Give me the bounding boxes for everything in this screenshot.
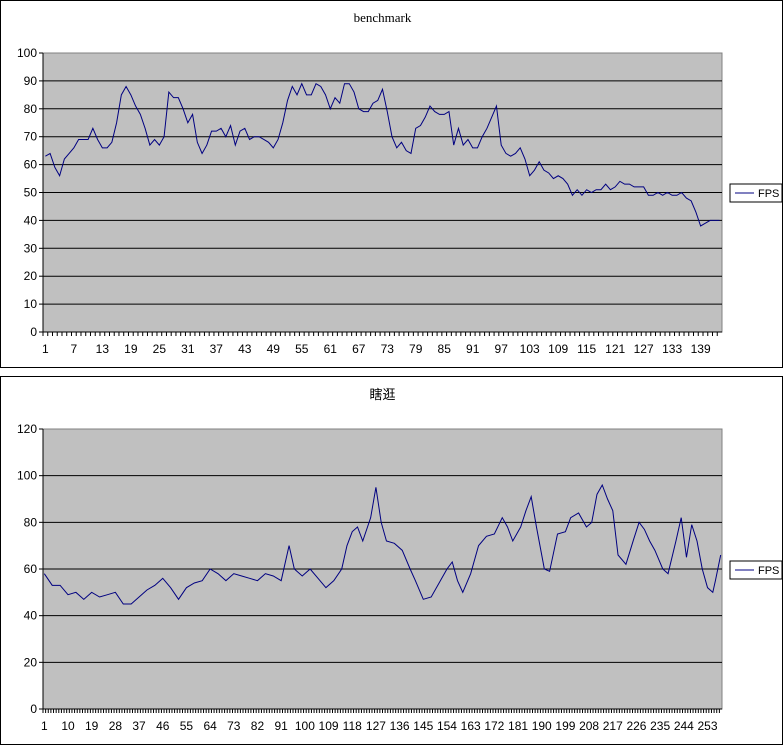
legend-box: [729, 560, 783, 580]
x-tick-label: 217: [603, 719, 623, 733]
x-tick-label: 136: [390, 719, 410, 733]
x-tick-label: 127: [634, 342, 654, 356]
x-tick-label: 46: [156, 719, 170, 733]
x-tick-label: 61: [324, 342, 338, 356]
y-tick-label: 10: [24, 297, 38, 311]
y-tick-label: 120: [17, 422, 37, 436]
x-tick-label: 127: [366, 719, 386, 733]
y-tick-label: 50: [24, 186, 38, 200]
chart-title: 瞎逛: [369, 387, 395, 402]
x-tick-label: 49: [267, 342, 281, 356]
x-tick-label: 43: [238, 342, 252, 356]
x-tick-label: 1: [42, 342, 49, 356]
benchmark-chart: benchmark 0 10 20 30 40 50 60 70 80 90 100 1 7 13 19 25 3…: [17, 10, 783, 356]
x-tick-label: 67: [352, 342, 366, 356]
y-tick-label: 80: [24, 102, 38, 116]
browse-chart: 瞎逛 0 20 40 60 80 100 120 1 10 19 28 37 46 55 64 73 82 91 10…: [17, 387, 783, 733]
y-tick-label: 100: [17, 469, 37, 483]
x-tick-label: 163: [461, 719, 481, 733]
x-tick-label: 109: [548, 342, 568, 356]
series-line-fps: [43, 483, 722, 605]
x-tick-label: 25: [153, 342, 167, 356]
x-tick-label: 154: [437, 719, 457, 733]
y-tick-label: 30: [24, 241, 38, 255]
x-tick-label: 91: [274, 719, 288, 733]
chart-title: benchmark: [354, 10, 412, 25]
x-tick-label: 7: [71, 342, 78, 356]
x-tick-label: 253: [698, 719, 718, 733]
x-tick-label: 85: [438, 342, 452, 356]
x-tick-marks: [42, 709, 720, 713]
x-tick-label: 19: [124, 342, 138, 356]
y-tick-label: 80: [24, 515, 38, 529]
x-tick-label: 109: [319, 719, 339, 733]
legend: FPS: [729, 560, 783, 580]
x-tick-label: 31: [181, 342, 195, 356]
chart-panel-browse: 瞎逛 0 20 40 60 80 100 120 1 10 19 28 37 46 55 64 73 82 91 10…: [0, 376, 783, 745]
y-tick-label: 90: [24, 74, 38, 88]
x-tick-label: 235: [650, 719, 670, 733]
series-line-fps: [45, 82, 720, 227]
x-tick-label: 55: [295, 342, 309, 356]
x-tick-marks: [42, 332, 718, 336]
x-tick-label: 97: [495, 342, 509, 356]
legend-label: FPS: [758, 565, 779, 577]
y-tick-label: 0: [30, 702, 37, 716]
y-tick-label: 60: [24, 562, 38, 576]
x-tick-label: 28: [109, 719, 123, 733]
y-tick-label: 40: [24, 213, 38, 227]
x-tick-label: 190: [532, 719, 552, 733]
y-tick-label: 20: [24, 269, 38, 283]
y-tick-label: 0: [30, 325, 37, 339]
x-tick-label: 100: [295, 719, 315, 733]
x-tick-label: 73: [381, 342, 395, 356]
x-tick-label: 181: [508, 719, 528, 733]
x-tick-label: 79: [409, 342, 423, 356]
x-tick-label: 1: [41, 719, 48, 733]
x-tick-label: 37: [210, 342, 224, 356]
x-tick-label: 19: [85, 719, 99, 733]
x-tick-label: 82: [251, 719, 265, 733]
x-tick-label: 172: [484, 719, 504, 733]
x-tick-label: 55: [180, 719, 194, 733]
x-tick-label: 73: [227, 719, 241, 733]
y-tick-label: 70: [24, 130, 38, 144]
legend: FPS: [729, 183, 783, 203]
x-tick-label: 226: [626, 719, 646, 733]
x-tick-label: 115: [577, 342, 596, 356]
x-tick-label: 103: [520, 342, 540, 356]
y-tick-label: 40: [24, 609, 38, 623]
legend-label: FPS: [758, 188, 779, 200]
y-tick-label: 20: [24, 655, 38, 669]
x-tick-label: 199: [555, 719, 575, 733]
y-tick-label: 60: [24, 158, 38, 172]
x-tick-label: 37: [132, 719, 146, 733]
x-tick-label: 133: [662, 342, 682, 356]
y-tick-label: 100: [17, 46, 37, 60]
x-tick-label: 13: [96, 342, 110, 356]
x-tick-label: 91: [466, 342, 480, 356]
x-tick-label: 244: [674, 719, 694, 733]
x-tick-label: 208: [579, 719, 599, 733]
x-tick-label: 121: [605, 342, 625, 356]
chart-panel-benchmark: benchmark 0 10 20 30 40 50 60 70 80 90 100 1 7 13 19 25 3…: [0, 0, 783, 368]
legend-box: [729, 183, 783, 203]
x-tick-label: 10: [61, 719, 75, 733]
x-tick-label: 145: [413, 719, 433, 733]
x-tick-label: 118: [343, 719, 362, 733]
x-tick-label: 139: [691, 342, 711, 356]
x-tick-label: 64: [203, 719, 217, 733]
